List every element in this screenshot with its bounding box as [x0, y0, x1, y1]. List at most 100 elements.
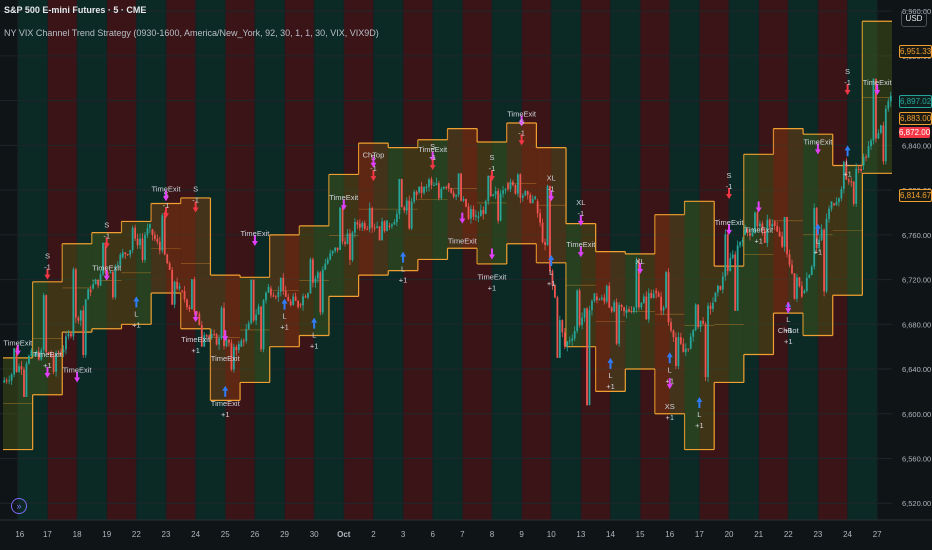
candle-body	[512, 181, 514, 185]
candle-body	[719, 285, 722, 290]
long-arrow	[844, 145, 851, 157]
candle-body	[687, 348, 690, 350]
candle-body	[218, 338, 220, 345]
candle-body	[828, 208, 830, 219]
time-tick-label: 14	[606, 530, 615, 539]
candle-body	[163, 215, 166, 255]
long-arrow	[666, 352, 673, 364]
time-tick-label: 27	[873, 530, 882, 539]
candle-body	[712, 302, 714, 309]
long-arrow	[311, 317, 318, 329]
candle-body	[492, 194, 495, 197]
candle-body	[842, 161, 845, 190]
signal-label: TimeExit	[33, 350, 63, 359]
candle-body	[116, 265, 119, 267]
candle-body	[284, 290, 287, 297]
short-arrow	[370, 170, 377, 182]
signal-label: -1	[44, 263, 51, 272]
symbol-title[interactable]: S&P 500 E-mini Futures · 5 · CME	[4, 5, 147, 15]
candle-body	[272, 295, 275, 297]
signal-label: +1	[221, 410, 230, 419]
candle-body	[297, 300, 299, 308]
candle-body	[539, 213, 542, 223]
candle-body	[551, 271, 554, 286]
candle-body	[736, 245, 739, 311]
candle-body	[751, 233, 754, 236]
candle-body	[262, 300, 265, 350]
candle-body	[195, 311, 198, 314]
currency-button[interactable]: USD	[901, 10, 927, 27]
candle-body	[734, 254, 737, 311]
candle-body	[124, 252, 127, 255]
candle-body	[650, 293, 653, 298]
candle-body	[591, 300, 593, 311]
signal-label: L	[786, 315, 790, 324]
candles	[3, 78, 892, 406]
candle-body	[445, 187, 448, 189]
candle-body	[603, 297, 606, 302]
signal-label: ChTop	[363, 151, 385, 160]
candle-body	[729, 258, 732, 272]
price-tick-label: 6,640.00	[902, 365, 931, 374]
candle-body	[205, 335, 208, 337]
short-arrow	[429, 158, 436, 170]
candle-body	[277, 291, 280, 298]
long-arrow	[696, 396, 703, 408]
candle-body	[662, 307, 665, 311]
candle-body	[398, 178, 401, 214]
candle-body	[371, 207, 374, 228]
exit-arrow	[785, 302, 792, 314]
signal-label: +1	[310, 342, 319, 351]
candle-body	[240, 340, 243, 347]
candle-body	[474, 215, 477, 217]
candle-body	[768, 219, 771, 227]
candle-body	[573, 330, 576, 339]
candle-body	[514, 184, 517, 194]
study-legend[interactable]: NY VIX Channel Trend Strategy (0930-1600…	[4, 28, 379, 38]
signal-label: TimeExit	[3, 339, 33, 348]
candle-body	[682, 343, 685, 353]
candle-body	[84, 299, 87, 355]
time-tick-label: Oct	[337, 530, 351, 539]
candle-body	[778, 231, 781, 237]
candle-body	[568, 340, 571, 342]
price-axis[interactable]: 6,520.00 6,560.00 6,600.00 6,640.00 6,680.00…	[892, 0, 932, 550]
candle-body	[208, 335, 211, 338]
candle-body	[28, 355, 30, 364]
candle-body	[104, 242, 107, 273]
signal-label: TimeExit	[240, 229, 270, 238]
candle-body	[30, 350, 33, 356]
candle-body	[726, 234, 729, 272]
candle-body	[509, 181, 512, 190]
signal-label: -1	[370, 164, 377, 173]
time-tick-label: 9	[519, 530, 524, 539]
candle-body	[437, 183, 440, 199]
candle-body	[788, 254, 791, 265]
signal-label: -1	[163, 201, 170, 210]
candle-body	[820, 229, 823, 240]
time-tick-label: 22	[784, 530, 793, 539]
candle-body	[410, 201, 413, 229]
time-axis[interactable]: 16 17 18 19 22 23 24 25 26 29 30 Oct 2 3 6 7 8 9 10 13 14 15 1…	[0, 519, 932, 550]
tradingview-logo-icon[interactable]: »	[11, 498, 27, 514]
candle-body	[388, 225, 391, 227]
exit-arrow	[222, 330, 229, 342]
long-arrow	[548, 254, 555, 266]
session-band	[106, 0, 137, 520]
candle-body	[435, 183, 438, 186]
session-band	[165, 0, 196, 520]
candle-body	[455, 194, 458, 197]
signal-label: TimeExit	[478, 272, 508, 281]
exit-arrow	[340, 199, 347, 211]
price-tick-label: 6,720.00	[902, 276, 931, 285]
candle-body	[660, 296, 663, 311]
candle-body	[319, 272, 322, 313]
candle-body	[420, 186, 423, 193]
candle-body	[707, 305, 709, 378]
candle-body	[717, 285, 719, 293]
candle-body	[156, 238, 159, 242]
candle-body	[65, 336, 67, 350]
candle-body	[467, 206, 470, 219]
signal-label: TimeExit	[507, 109, 537, 118]
